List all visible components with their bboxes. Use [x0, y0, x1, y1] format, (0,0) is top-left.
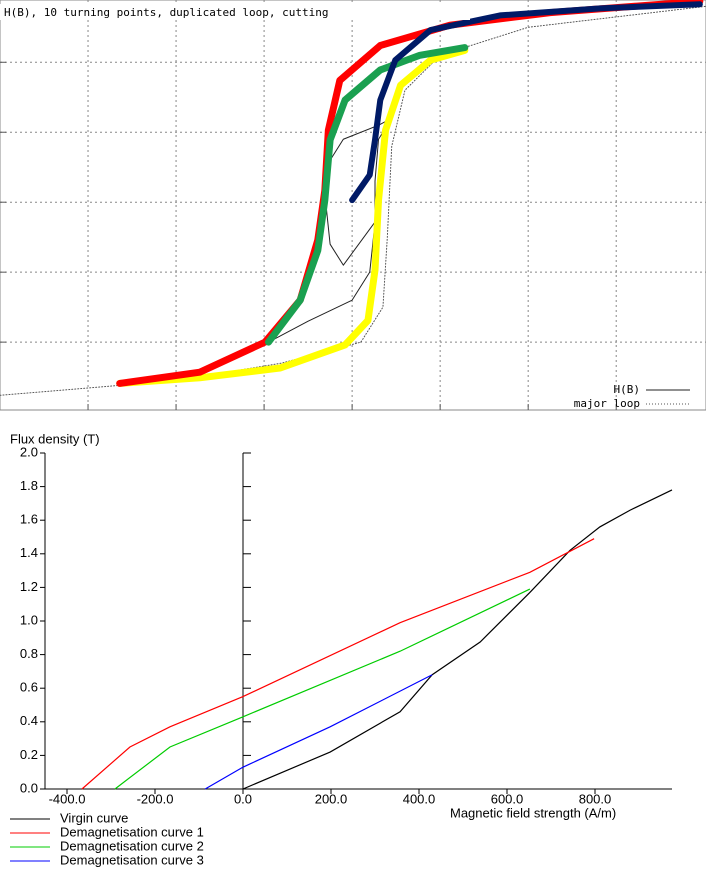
demagnetisation-chart: Flux density (T) Magnetic field strength…: [10, 431, 673, 867]
y-tick-label: 1.6: [20, 512, 38, 527]
y-tick-label: 0.8: [20, 646, 38, 661]
x-tick-label: 600.0: [491, 791, 524, 806]
y-tick-label: 0.4: [20, 713, 38, 728]
plot-frame: [0, 0, 706, 411]
legend-label: Virgin curve: [60, 810, 128, 825]
x-tick-label: -200.0: [137, 791, 174, 806]
legend-label: major loop: [574, 397, 640, 410]
title-bg: [0, 4, 470, 20]
curve: [204, 674, 433, 790]
curve: [114, 588, 531, 790]
y-tick-label: 0.6: [20, 680, 38, 695]
y-tick-label: 1.8: [20, 478, 38, 493]
curve: [116, 46, 469, 387]
curve: [0, 5, 706, 396]
x-tick-label: 200.0: [315, 791, 348, 806]
x-axis-label: Magnetic field strength (A/m): [450, 805, 616, 820]
x-tick-label: -400.0: [49, 791, 86, 806]
x-tick-label: 800.0: [579, 791, 612, 806]
hysteresis-chart: H(B)major loop H(B), 10 turning points, …: [0, 0, 706, 411]
x-tick-label: 400.0: [403, 791, 436, 806]
legend-label: Demagnetisation curve 1: [60, 824, 204, 839]
y-tick-label: 0.0: [20, 780, 38, 795]
y-tick-label: 1.4: [20, 545, 38, 560]
y-axis-label: Flux density (T): [10, 431, 100, 446]
curve: [81, 538, 595, 790]
y-tick-label: 1.0: [20, 612, 38, 627]
x-tick-label: 0.0: [234, 791, 252, 806]
curve: [264, 44, 469, 346]
legend-label: Demagnetisation curve 2: [60, 838, 204, 853]
y-tick-label: 0.2: [20, 747, 38, 762]
legend-label: Demagnetisation curve 3: [60, 852, 204, 867]
y-tick-label: 2.0: [20, 444, 38, 459]
curve: [349, 1, 703, 204]
chart-title: H(B), 10 turning points, duplicated loop…: [4, 6, 329, 19]
legend-label: H(B): [614, 383, 641, 396]
curve: [242, 489, 673, 790]
y-tick-label: 1.2: [20, 579, 38, 594]
